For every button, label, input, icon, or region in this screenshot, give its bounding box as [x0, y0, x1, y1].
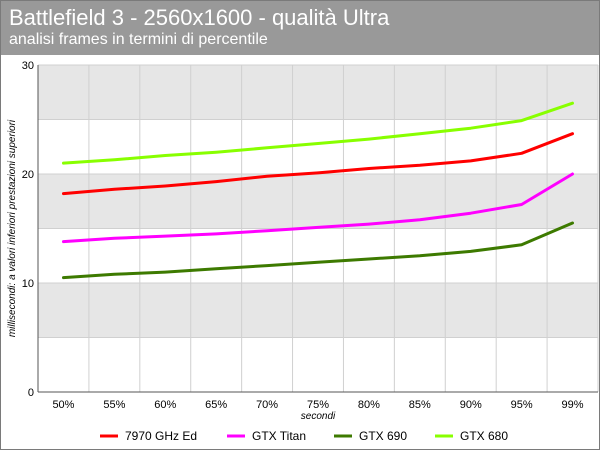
- y-tick-label: 10: [22, 278, 34, 290]
- x-axis-title: secondi: [301, 411, 336, 422]
- plot-band: [38, 174, 598, 229]
- x-tick-label: 60%: [154, 399, 176, 411]
- legend-label: GTX Titan: [252, 429, 306, 443]
- series-line: [62, 221, 574, 280]
- legend-label: 7970 GHz Ed: [125, 429, 197, 443]
- x-tick-label: 75%: [307, 399, 329, 411]
- plot-band: [38, 283, 598, 338]
- x-tick-label: 65%: [205, 399, 227, 411]
- x-tick-label: 90%: [460, 399, 482, 411]
- y-axis-title: millisecondi: a valori inferiori prestaz…: [7, 119, 18, 337]
- y-tick-label: 0: [28, 387, 34, 399]
- chart-subtitle: analisi frames in termini di percentile: [9, 31, 268, 48]
- chart-title: Battlefield 3 - 2560x1600 - qualità Ultr…: [9, 5, 390, 30]
- y-tick-label: 20: [22, 169, 34, 181]
- x-tick-label: 70%: [256, 399, 278, 411]
- y-tick-label: 30: [22, 60, 34, 72]
- chart-header: Battlefield 3 - 2560x1600 - qualità Ultr…: [1, 1, 599, 55]
- x-tick-label: 55%: [103, 399, 125, 411]
- legend-label: GTX 690: [359, 429, 407, 443]
- x-tick-label: 80%: [358, 399, 380, 411]
- x-tick-label: 85%: [409, 399, 431, 411]
- legend-label: GTX 680: [460, 429, 508, 443]
- x-tick-label: 99%: [562, 399, 584, 411]
- x-tick-label: 95%: [511, 399, 533, 411]
- plot-band: [38, 65, 598, 120]
- series-line: [62, 172, 574, 244]
- series-line: [62, 132, 574, 196]
- series-line: [62, 101, 574, 165]
- x-tick-label: 50%: [52, 399, 74, 411]
